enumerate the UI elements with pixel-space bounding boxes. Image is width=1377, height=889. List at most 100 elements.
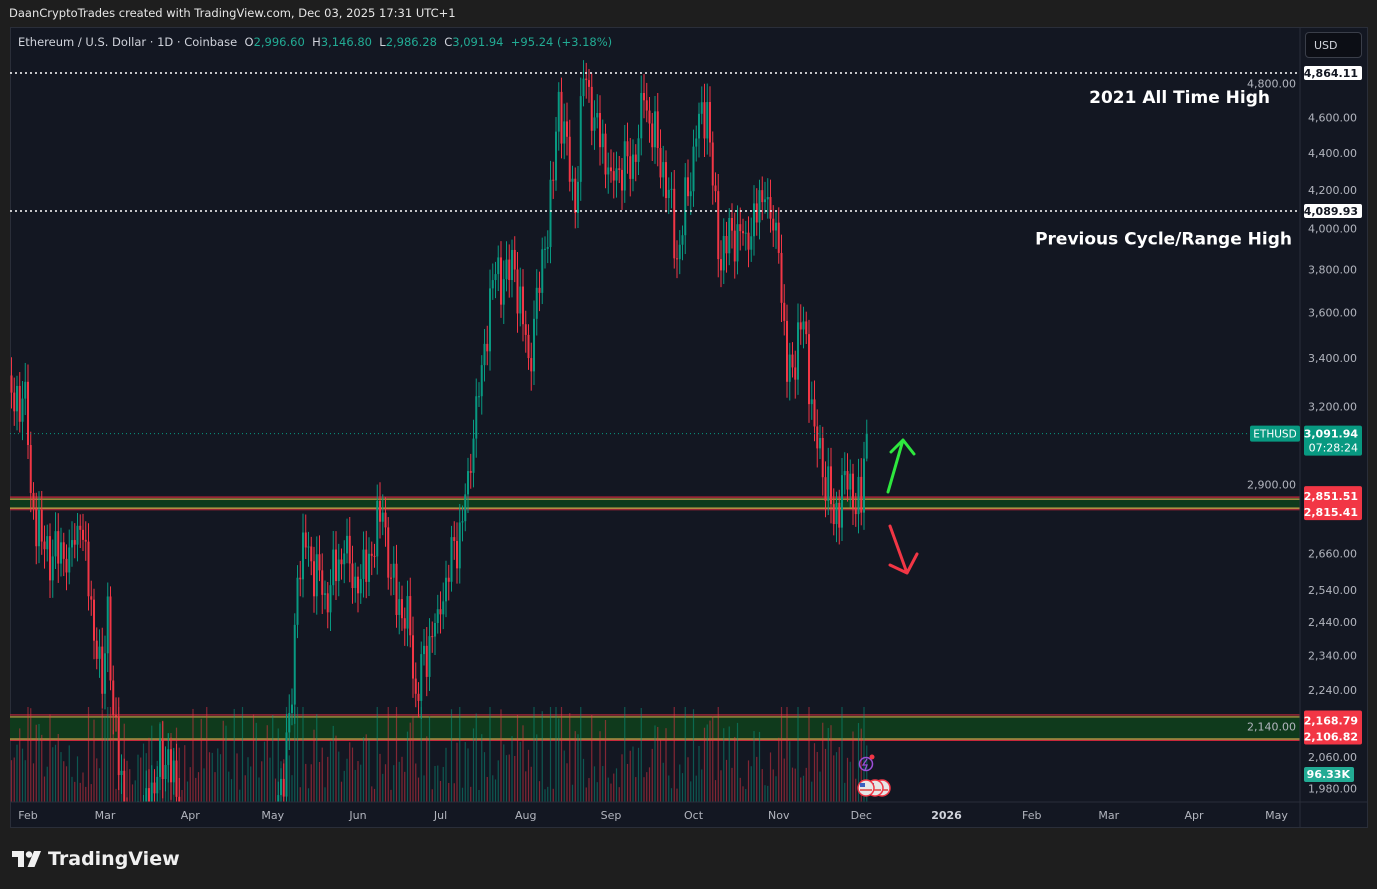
volume-bar <box>134 780 136 802</box>
candle <box>153 769 156 802</box>
candle <box>753 185 755 256</box>
volume-bar <box>789 741 791 802</box>
candle <box>478 382 480 408</box>
symbol-description[interactable]: Ethereum / U.S. Dollar · 1D · Coinbase <box>18 35 238 49</box>
candle-body <box>846 471 849 490</box>
volume-bar <box>511 736 513 802</box>
candle-body <box>310 546 313 562</box>
candle-body <box>403 618 406 629</box>
candle <box>318 535 321 582</box>
candle <box>827 447 830 515</box>
candle-body <box>494 274 497 281</box>
volume-bar <box>687 757 689 802</box>
tradingview-logo[interactable]: TradingView <box>12 848 180 870</box>
candle <box>634 144 637 182</box>
candle-body <box>381 512 384 522</box>
candle-body <box>365 549 368 582</box>
candle <box>604 123 607 189</box>
candle <box>467 457 469 514</box>
candle-body <box>695 138 698 147</box>
volume-bar <box>717 707 719 802</box>
candle-body <box>681 235 684 245</box>
candle <box>582 60 585 107</box>
candle-body <box>420 654 423 701</box>
volume-bar <box>778 737 780 802</box>
candle <box>656 93 659 167</box>
volume-bar <box>844 782 846 802</box>
volume-bar <box>492 775 494 802</box>
candle-body <box>18 385 21 422</box>
news-flash-icon <box>858 756 874 772</box>
volume-bar <box>19 728 21 802</box>
candle-body <box>423 645 425 655</box>
volume-bar <box>701 769 703 802</box>
volume-bar <box>805 767 807 802</box>
chart-panel[interactable] <box>10 27 1368 828</box>
volume-bar <box>497 760 499 802</box>
candle-body <box>692 146 695 192</box>
currency-button[interactable]: USD <box>1305 32 1362 58</box>
price-tick-label: 3,800.00 <box>1308 264 1357 277</box>
candle <box>101 627 104 709</box>
zone-bottom-price-label: 2,815.41 <box>1304 506 1358 519</box>
candle-body <box>684 177 687 236</box>
volume-bar <box>299 787 301 802</box>
candle-body <box>623 141 626 191</box>
candle-body <box>398 599 401 615</box>
candle <box>662 145 665 197</box>
candle-body <box>376 500 379 557</box>
candle-body <box>854 507 857 515</box>
candle <box>434 613 436 655</box>
candle <box>112 665 115 735</box>
candle-body <box>483 343 486 366</box>
volume-bar <box>613 773 615 802</box>
candle-body <box>38 509 40 547</box>
volume-bar <box>294 707 296 802</box>
candle <box>599 95 601 166</box>
candle-body <box>645 100 648 111</box>
candle <box>453 521 456 560</box>
candle <box>98 629 101 678</box>
candle-body <box>326 593 329 613</box>
candle-body <box>175 760 178 797</box>
candle <box>717 174 720 278</box>
candle <box>761 176 764 221</box>
volume-bar <box>574 731 576 802</box>
candle-body <box>348 535 351 564</box>
candle <box>379 482 381 539</box>
candle <box>337 543 340 597</box>
volume-bar <box>681 773 684 802</box>
candle <box>706 83 709 155</box>
candle-body <box>439 609 442 615</box>
candle-body <box>101 646 104 694</box>
last-price-label-bg <box>1304 425 1362 456</box>
candle <box>505 241 508 292</box>
volume-bar <box>335 735 337 802</box>
volume-bar <box>65 766 68 802</box>
candle-body <box>392 563 395 578</box>
candle-body <box>761 190 764 203</box>
candle <box>456 522 458 584</box>
volume-bar <box>692 709 695 802</box>
volume-bar <box>41 734 43 802</box>
volume-bar <box>60 752 62 802</box>
candle <box>321 553 324 614</box>
time-tick-label: Aug <box>515 809 536 822</box>
candle-body <box>530 358 533 372</box>
candle <box>819 424 821 459</box>
candle <box>354 562 357 603</box>
level-price-label-bg <box>1304 203 1362 218</box>
candle-body <box>736 224 739 262</box>
candle-body <box>777 222 780 253</box>
candle-body <box>513 249 516 270</box>
candle-body <box>544 248 546 250</box>
volume-bar <box>38 724 40 802</box>
candle <box>464 483 467 532</box>
volume-bar <box>822 722 824 802</box>
candle-body <box>794 367 797 380</box>
volume-bar <box>679 764 681 802</box>
candle <box>164 746 167 792</box>
volume-bar <box>32 763 35 802</box>
volume-bar <box>186 781 189 802</box>
